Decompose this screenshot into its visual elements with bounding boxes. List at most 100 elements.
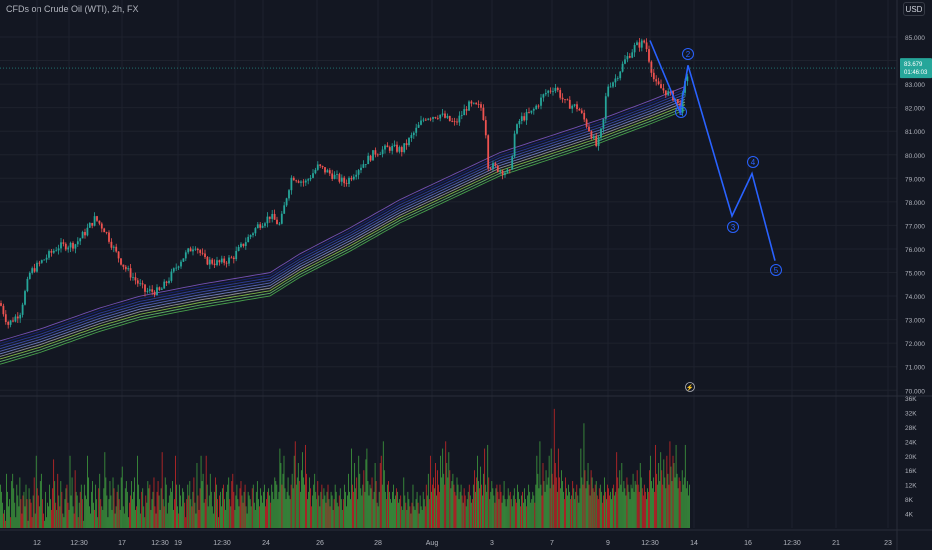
volume-bar — [620, 484, 622, 528]
volume-bar — [229, 499, 231, 528]
volume-bar — [454, 491, 456, 528]
volume-bar — [530, 502, 532, 528]
candle-body — [261, 225, 264, 228]
volume-bar — [437, 470, 438, 528]
volume-bar — [307, 499, 308, 528]
candle-body — [48, 251, 50, 258]
candle-body — [211, 259, 214, 264]
volume-bar — [298, 481, 300, 528]
volume-bar — [232, 473, 234, 528]
volume-bar — [571, 495, 573, 528]
volume-bar — [249, 499, 251, 528]
volume-bar — [533, 495, 535, 528]
volume-bar — [607, 484, 608, 528]
volume-bar — [84, 495, 86, 528]
volume-bar — [41, 499, 43, 528]
volume-bar — [633, 491, 635, 528]
candle-body — [156, 287, 158, 296]
volume-tick-label: 20K — [905, 454, 917, 461]
candle-body — [271, 213, 274, 219]
candle-body — [72, 242, 74, 249]
candle-body — [595, 136, 598, 147]
volume-tick-label: 12K — [905, 483, 917, 490]
volume-bar — [91, 491, 92, 528]
volume-bar — [55, 502, 57, 528]
volume-bar — [425, 484, 427, 528]
volume-bar — [117, 484, 119, 528]
volume-bar — [488, 477, 490, 528]
volume-bar — [545, 470, 547, 528]
candle-body — [266, 216, 269, 224]
volume-bar — [639, 463, 641, 528]
volume-bar — [274, 477, 276, 528]
wave-label-circle — [727, 221, 739, 233]
volume-bar — [163, 506, 165, 528]
volume-bar — [569, 491, 571, 528]
volume-bar — [685, 488, 687, 528]
price-tick-label: 82.000 — [905, 106, 925, 113]
candle-body — [456, 121, 458, 123]
volume-bar — [367, 481, 369, 528]
candle-body — [297, 181, 300, 183]
volume-bar — [525, 499, 526, 528]
volume-bar — [432, 484, 433, 528]
volume-bar — [197, 495, 199, 528]
volume-bar — [617, 477, 619, 528]
volume-bar — [362, 484, 364, 528]
volume-bar — [31, 517, 33, 528]
candle-body — [331, 173, 334, 179]
volume-bar — [226, 491, 228, 528]
volume-bar — [369, 484, 371, 528]
volume-bar — [520, 506, 521, 528]
volume-bar — [364, 491, 366, 528]
volume-bar — [85, 499, 87, 528]
volume-bar — [429, 455, 431, 528]
candle-body — [139, 283, 142, 285]
volume-bar — [139, 499, 141, 528]
volume-bar — [680, 491, 682, 528]
candle-body — [124, 266, 127, 270]
volume-tick-label: 4K — [905, 512, 914, 519]
volume-bar — [173, 509, 174, 528]
volume-bar — [355, 488, 357, 528]
volume-bar — [524, 488, 525, 528]
volume-bar — [485, 484, 487, 528]
candle-body — [367, 155, 370, 165]
volume-bar — [591, 477, 593, 528]
volume-bar — [35, 455, 37, 528]
volume-bar — [373, 491, 375, 528]
price-tick-label: 78.000 — [905, 200, 925, 207]
volume-bar — [444, 484, 446, 528]
volume-bar — [311, 506, 313, 528]
volume-bar — [483, 473, 485, 528]
candle-body — [352, 176, 355, 180]
volume-bar — [26, 499, 28, 528]
volume-bar — [70, 495, 72, 528]
volume-bar — [316, 499, 318, 528]
volume-bar — [54, 481, 56, 528]
volume-bar — [205, 455, 207, 528]
candle-body — [511, 156, 514, 170]
volume-bar — [452, 473, 454, 528]
candle-body — [12, 320, 14, 322]
volume-bar — [210, 491, 212, 528]
volume-bar — [80, 484, 82, 528]
candle-body — [535, 105, 538, 110]
time-tick-label: 24 — [262, 540, 270, 547]
volume-bar — [132, 499, 133, 528]
volume-bar — [325, 502, 327, 528]
volume-bar — [397, 491, 399, 528]
candle-body — [472, 102, 475, 104]
volume-bar — [656, 473, 658, 528]
volume-bar — [195, 513, 197, 528]
volume-bar — [669, 441, 671, 528]
candle-body — [643, 40, 646, 43]
volume-bar — [651, 481, 652, 528]
candle-body — [196, 248, 199, 251]
candle-body — [9, 320, 12, 325]
currency-button[interactable]: USD — [903, 2, 925, 16]
volume-bar — [253, 502, 255, 528]
time-tick-label: Aug — [426, 540, 439, 547]
candle-body — [108, 232, 110, 242]
